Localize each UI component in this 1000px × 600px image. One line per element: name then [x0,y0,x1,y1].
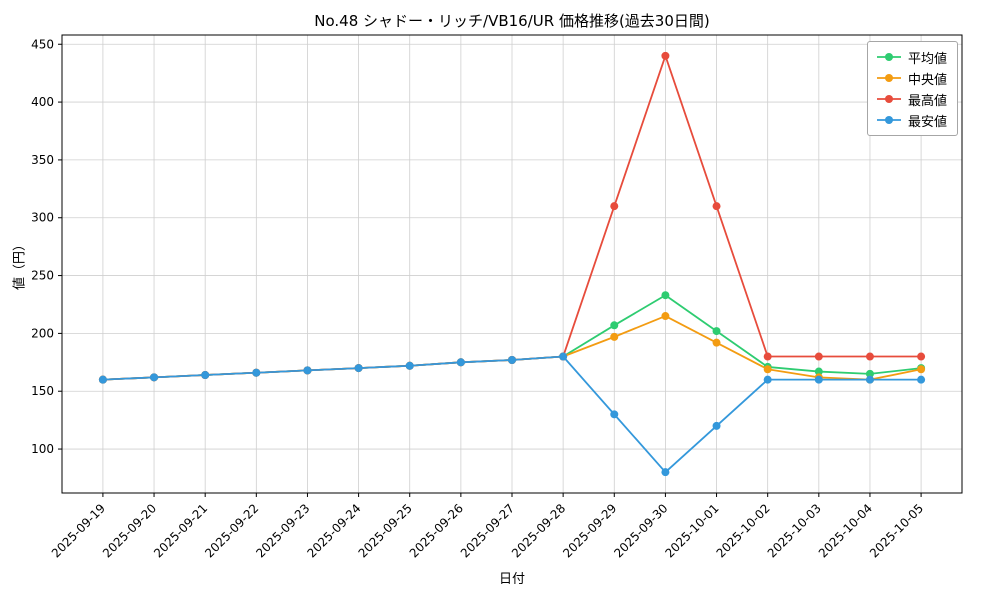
legend-marker-average [876,53,901,61]
legend: 平均値中央値最高値最安値 [866,41,958,136]
legend-label-average: 平均値 [907,51,947,67]
legend-label-median: 中央値 [907,72,947,88]
y-tick-label: 400 [31,95,54,109]
data-point-min [917,375,926,384]
data-point-min [865,375,874,384]
legend-marker-min [876,116,901,124]
data-point-min [559,352,568,361]
data-point-max [763,352,772,361]
data-point-median [917,365,926,374]
data-point-max [814,352,823,361]
x-tick-label: 2025-09-26 [407,501,466,560]
data-point-average [865,369,874,378]
legend-label-max: 最高値 [907,93,947,109]
data-point-min [814,375,823,384]
data-point-min [303,366,312,375]
x-tick-label: 2025-09-21 [151,501,210,560]
data-point-max [712,202,721,211]
legend-item-min: 最安値 [876,111,947,130]
x-tick-label: 2025-09-25 [356,501,415,560]
y-tick-label: 250 [31,269,54,283]
data-point-min [661,468,670,477]
data-point-min [252,368,261,377]
data-point-max [661,51,670,60]
legend-marker-max [876,95,901,103]
x-tick-label: 2025-09-19 [49,501,108,560]
y-tick-label: 100 [31,442,54,456]
data-point-median [610,332,619,341]
chart-title: No.48 シャドー・リッチ/VB16/UR 価格推移(過去30日間) [314,12,710,30]
data-point-min [150,373,159,382]
data-point-min [610,410,619,419]
data-point-median [661,312,670,321]
data-point-min [712,421,721,430]
data-point-min [763,375,772,384]
x-tick-label: 2025-09-22 [202,501,261,560]
data-point-min [201,371,210,380]
y-axis-label: 値（円） [12,237,28,291]
legend-label-min: 最安値 [907,114,947,130]
data-point-max [865,352,874,361]
x-tick-label: 2025-09-20 [100,501,159,560]
data-point-min [508,355,516,364]
y-tick-label: 350 [31,153,54,167]
data-point-max [610,202,619,211]
data-point-median [712,338,721,347]
legend-item-max: 最高値 [876,90,947,109]
legend-marker-median [876,74,901,82]
y-tick-label: 300 [31,211,54,225]
y-tick-label: 150 [31,384,54,398]
y-tick-label: 450 [31,37,54,51]
x-tick-label: 2025-10-05 [867,501,926,560]
y-tick-label: 200 [31,326,54,340]
x-tick-label: 2025-09-29 [560,501,619,560]
data-point-min [456,358,465,367]
x-tick-label: 2025-10-03 [765,501,824,560]
data-point-max [917,352,926,361]
legend-item-average: 平均値 [876,48,947,67]
data-point-average [712,327,721,336]
x-tick-label: 2025-09-30 [611,501,670,560]
data-point-median [763,365,772,374]
x-tick-label: 2025-09-24 [304,501,363,560]
x-tick-label: 2025-09-27 [458,501,517,560]
x-tick-label: 2025-10-04 [816,501,875,560]
legend-item-median: 中央値 [876,69,947,88]
data-point-min [354,364,363,373]
x-tick-label: 2025-10-01 [662,501,721,560]
x-axis-label: 日付 [498,572,525,587]
data-point-min [98,375,107,384]
data-point-average [610,321,619,330]
x-tick-label: 2025-09-23 [253,501,312,560]
data-point-average [814,367,823,376]
x-tick-label: 2025-09-28 [509,501,568,560]
data-point-average [661,291,670,300]
data-point-min [405,361,414,370]
x-tick-label: 2025-10-02 [714,501,773,560]
